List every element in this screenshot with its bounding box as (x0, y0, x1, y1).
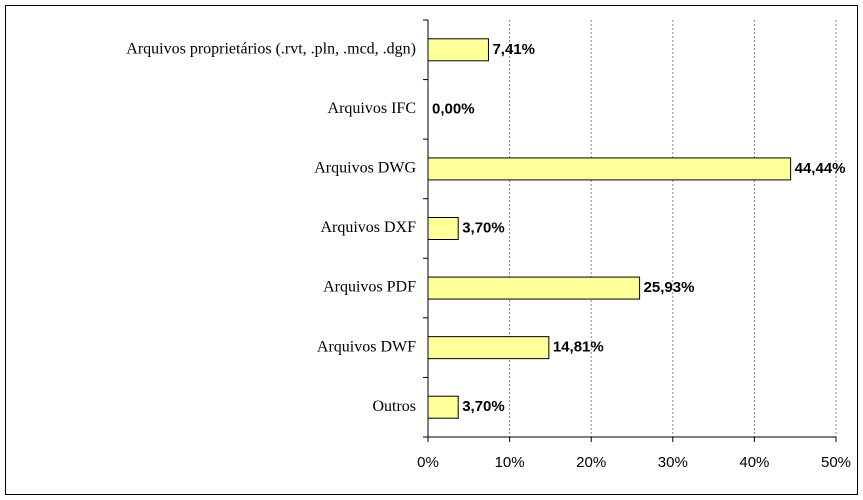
bar (427, 157, 792, 181)
bar (427, 395, 459, 419)
y-tick-label: Arquivos IFC (328, 100, 416, 117)
y-tick-label: Arquivos DWG (314, 160, 416, 177)
x-tick-label: 30% (658, 454, 688, 471)
x-tick-label: 50% (821, 454, 851, 471)
bar (427, 38, 489, 62)
data-label: 0,00% (432, 100, 475, 117)
bar (427, 276, 641, 300)
x-tick-label: 0% (417, 454, 439, 471)
x-tick-label: 40% (739, 454, 769, 471)
y-tick-label: Arquivos proprietários (.rvt, .pln, .mcd… (126, 40, 416, 57)
data-label: 3,70% (462, 219, 505, 236)
data-label: 7,41% (492, 41, 535, 58)
x-tick-label: 10% (495, 454, 525, 471)
y-tick-label: Arquivos DWF (317, 338, 416, 355)
y-tick-label: Arquivos DXF (320, 219, 416, 236)
bar (427, 217, 459, 240)
data-label: 44,44% (795, 160, 846, 177)
x-tick-label: 20% (576, 454, 606, 471)
data-label: 25,93% (644, 279, 695, 296)
y-tick-label: Outros (372, 398, 416, 415)
data-label: 14,81% (553, 339, 604, 356)
chart-border (5, 5, 858, 495)
bar (427, 336, 550, 360)
data-label: 3,70% (462, 398, 505, 415)
y-tick-label: Arquivos PDF (323, 279, 416, 296)
